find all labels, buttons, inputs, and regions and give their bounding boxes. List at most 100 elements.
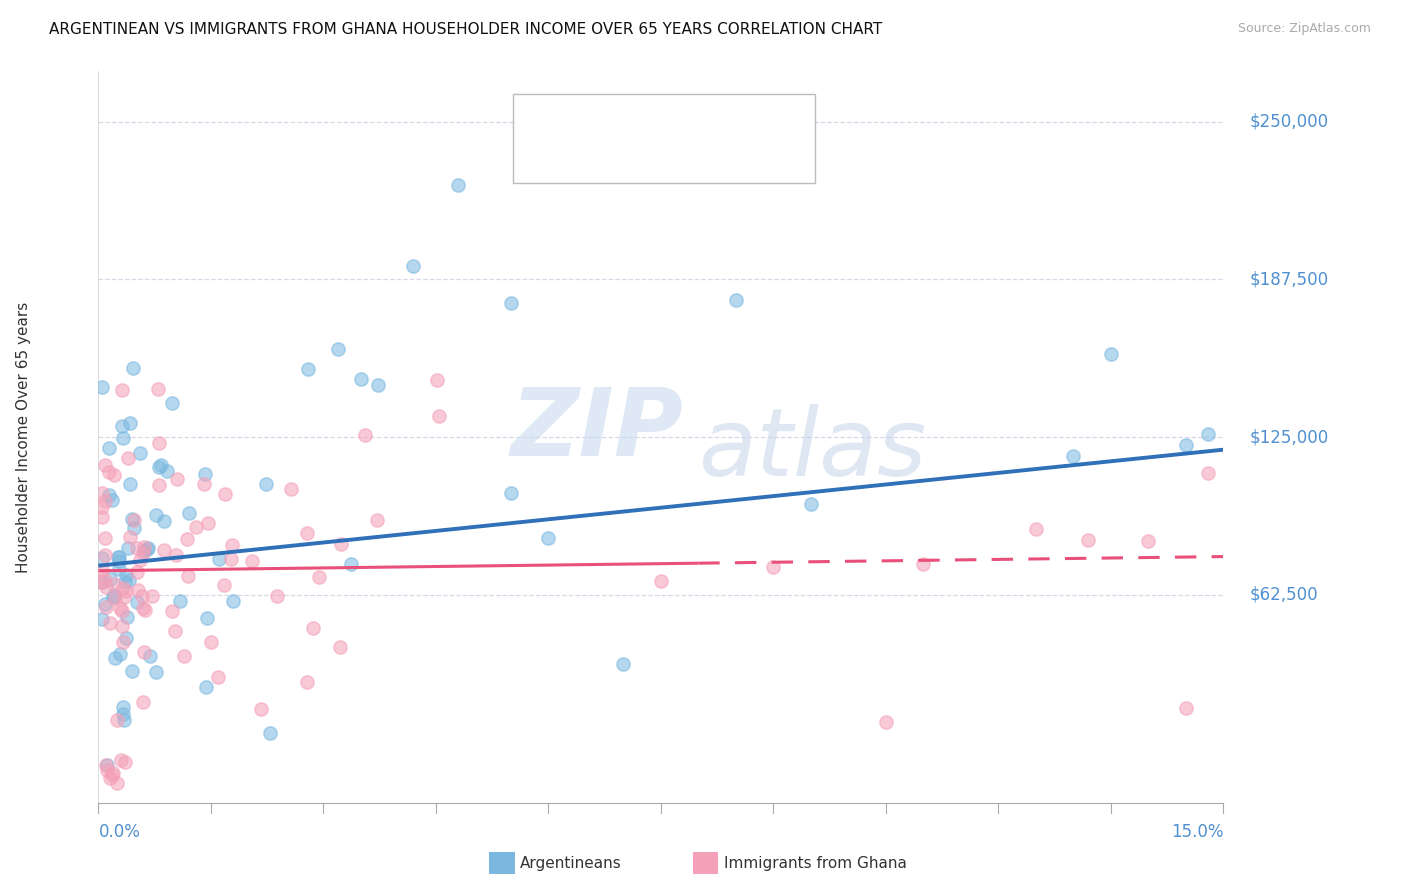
Point [350,372,373,386]
Point [111,431,134,445]
Text: N = 92: N = 92 [689,146,749,161]
Point [118,476,141,491]
Point [195,681,218,695]
Point [266,589,288,603]
Point [148,436,170,450]
Point [176,533,198,547]
Text: atlas: atlas [699,404,927,495]
Point [152,542,174,557]
Point [103,468,125,483]
Point [354,428,377,442]
Point [93,572,115,586]
Point [94,548,117,562]
Point [166,472,188,486]
Point [91,380,114,394]
Point [1174,438,1197,452]
Point [108,600,131,615]
Point [96,758,118,772]
Point [111,418,134,433]
Point [138,648,160,663]
Point [308,570,330,584]
Point [612,657,634,671]
Point [200,635,222,649]
Point [108,550,131,565]
Point [108,554,131,568]
Point [160,396,183,410]
Point [96,763,118,777]
Point [499,296,522,310]
Point [121,665,143,679]
Point [103,588,125,602]
Point [145,665,167,679]
Text: $250,000: $250,000 [1250,112,1329,131]
Point [249,702,271,716]
Point [208,551,231,566]
Point [280,482,302,496]
Point [875,715,897,730]
Point [101,590,124,604]
Text: 15.0%: 15.0% [1171,823,1223,841]
Point [1099,347,1122,361]
Point [402,259,425,273]
Point [329,640,352,654]
Point [117,541,139,555]
Point [447,178,470,192]
Point [1197,426,1219,441]
Point [221,538,243,552]
Point [115,568,138,582]
Point [134,603,156,617]
Text: R = 0.037: R = 0.037 [560,146,640,161]
Point [427,409,450,424]
Point [499,485,522,500]
Point [91,551,114,566]
Text: Immigrants from Ghana: Immigrants from Ghana [724,856,907,871]
Point [91,500,114,514]
Point [111,383,134,397]
Point [94,458,117,472]
Point [98,488,121,502]
Point [115,583,138,598]
Text: 0.0%: 0.0% [98,823,141,841]
Point [98,771,121,785]
Point [1137,534,1160,549]
Point [94,494,117,508]
Point [1062,449,1084,463]
Point [426,373,449,387]
Point [91,612,114,626]
Point [162,604,184,618]
Point [120,530,142,544]
Point [111,634,134,648]
Point [912,557,935,571]
Point [125,541,148,556]
Point [112,699,135,714]
Text: Householder Income Over 65 years: Householder Income Over 65 years [15,301,31,573]
Point [177,568,200,582]
Point [103,765,125,780]
Point [91,563,114,577]
Point [195,611,218,625]
Point [115,610,138,624]
Point [145,508,167,523]
Point [537,531,560,545]
Point [108,562,131,576]
Point [127,583,149,598]
Point [121,512,143,526]
Point [94,531,117,545]
Point [165,548,187,562]
Point [146,382,169,396]
Point [762,560,785,574]
Point [127,566,149,580]
Point [197,516,219,530]
Point [104,591,127,605]
Point [297,675,319,690]
Point [1174,701,1197,715]
Point [112,590,135,604]
Point [132,543,155,558]
Point [114,632,136,646]
Point [207,670,229,684]
Point [141,589,163,603]
Point [112,713,135,727]
Point [214,578,236,592]
Point [240,554,263,568]
Point [800,497,823,511]
